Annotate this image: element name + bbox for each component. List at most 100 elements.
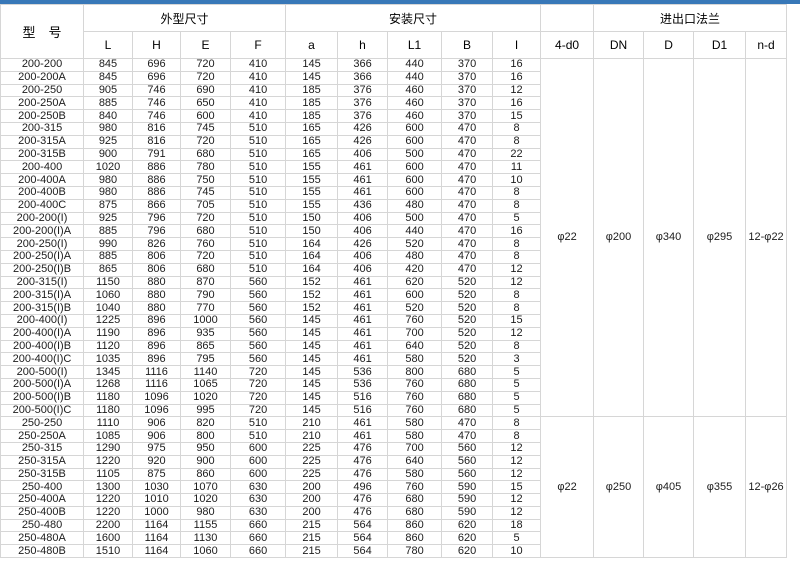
value-cell: 164 bbox=[285, 262, 339, 277]
value-cell: 780 bbox=[180, 160, 231, 175]
model-cell: 200-315(I) bbox=[0, 275, 84, 290]
value-cell: 510 bbox=[229, 185, 287, 200]
value-cell: 15 bbox=[492, 109, 542, 123]
value-cell: 920 bbox=[132, 454, 181, 469]
value-cell: 12 bbox=[492, 454, 542, 469]
value-cell: 185 bbox=[285, 109, 339, 123]
value-cell: 700 bbox=[387, 441, 443, 456]
value-cell: 460 bbox=[387, 83, 443, 98]
value-cell: 1030 bbox=[132, 480, 181, 495]
value-cell: 905 bbox=[83, 83, 133, 98]
value-cell: 1060 bbox=[83, 288, 133, 303]
value-cell: 410 bbox=[229, 58, 287, 72]
value-cell: 600 bbox=[387, 185, 443, 200]
value-cell: 12 bbox=[492, 326, 542, 341]
table-row: 200-400C 875 866 705 510 155 436 480 470 8 bbox=[0, 198, 787, 213]
model-cell: 200-400(I)A bbox=[0, 326, 84, 341]
model-cell: 200-400C bbox=[0, 198, 84, 213]
value-cell: 426 bbox=[337, 121, 389, 136]
value-cell: 1035 bbox=[83, 352, 133, 367]
value-cell: 845 bbox=[83, 70, 133, 85]
blank-group-header bbox=[540, 4, 595, 32]
model-cell: 200-315B bbox=[0, 147, 84, 162]
col-header-n-d: n-d bbox=[745, 31, 788, 59]
value-cell: 215 bbox=[285, 518, 339, 533]
value-cell: 461 bbox=[337, 416, 389, 431]
value-cell: 520 bbox=[441, 301, 494, 315]
value-cell: 426 bbox=[337, 237, 389, 251]
value-cell: 22 bbox=[492, 147, 542, 162]
flange-cell-d0: φ22 bbox=[540, 57, 595, 418]
model-cell: 250-250A bbox=[0, 429, 84, 443]
value-cell: 906 bbox=[132, 416, 181, 431]
model-cell: 200-250(I) bbox=[0, 237, 84, 251]
value-cell: 1190 bbox=[83, 326, 133, 341]
value-cell: 780 bbox=[387, 544, 443, 559]
value-cell: 8 bbox=[492, 339, 542, 354]
value-cell: 210 bbox=[285, 429, 339, 443]
model-cell: 200-200(I)A bbox=[0, 224, 84, 239]
value-cell: 500 bbox=[387, 147, 443, 162]
value-cell: 720 bbox=[229, 390, 287, 405]
value-cell: 215 bbox=[285, 544, 339, 559]
value-cell: 420 bbox=[387, 262, 443, 277]
value-cell: 200 bbox=[285, 505, 339, 520]
value-cell: 885 bbox=[83, 249, 133, 264]
value-cell: 1010 bbox=[132, 493, 181, 507]
value-cell: 1116 bbox=[132, 365, 181, 379]
value-cell: 746 bbox=[132, 96, 181, 111]
model-cell: 250-400 bbox=[0, 480, 84, 495]
value-cell: 750 bbox=[180, 173, 231, 187]
value-cell: 520 bbox=[441, 352, 494, 367]
value-cell: 10 bbox=[492, 544, 542, 559]
value-cell: 520 bbox=[441, 313, 494, 328]
value-cell: 560 bbox=[229, 301, 287, 315]
value-cell: 520 bbox=[387, 237, 443, 251]
value-cell: 680 bbox=[441, 365, 494, 379]
value-cell: 816 bbox=[132, 134, 181, 149]
value-cell: 720 bbox=[180, 249, 231, 264]
value-cell: 746 bbox=[132, 109, 181, 123]
col-header-4-d0: 4-d0 bbox=[540, 31, 595, 59]
table-body: 200-200 845 696 720 410 145 366 440 370 16 φ22 φ200… bbox=[0, 57, 788, 559]
value-cell: 580 bbox=[387, 467, 443, 482]
value-cell: 650 bbox=[180, 96, 231, 111]
value-cell: 461 bbox=[337, 301, 389, 315]
value-cell: 800 bbox=[387, 365, 443, 379]
value-cell: 152 bbox=[285, 288, 339, 303]
value-cell: 155 bbox=[285, 173, 339, 187]
value-cell: 8 bbox=[492, 121, 542, 136]
value-cell: 366 bbox=[337, 58, 389, 72]
value-cell: 564 bbox=[337, 518, 389, 533]
value-cell: 1070 bbox=[180, 480, 231, 495]
value-cell: 840 bbox=[83, 109, 133, 123]
value-cell: 376 bbox=[337, 83, 389, 98]
value-cell: 796 bbox=[132, 211, 181, 226]
value-cell: 8 bbox=[492, 429, 542, 443]
value-cell: 580 bbox=[387, 429, 443, 443]
value-cell: 680 bbox=[441, 403, 494, 418]
value-cell: 560 bbox=[229, 275, 287, 290]
value-cell: 10 bbox=[492, 173, 542, 187]
value-cell: 885 bbox=[83, 96, 133, 111]
model-cell: 200-400B bbox=[0, 185, 84, 200]
col-header-h: h bbox=[337, 31, 389, 59]
flange-cell-d0: φ22 bbox=[540, 416, 595, 559]
value-cell: 590 bbox=[441, 480, 494, 495]
value-cell: 5 bbox=[492, 211, 542, 226]
table-row: 200-400(I)A 1190 896 935 560 145 461 700 520 12 bbox=[0, 326, 787, 341]
table-row: 200-400 1020 886 780 510 155 461 600 470 11 bbox=[0, 160, 787, 175]
value-cell: 510 bbox=[229, 416, 287, 431]
value-cell: 460 bbox=[387, 109, 443, 123]
col-header-H: H bbox=[132, 31, 181, 59]
value-cell: 1105 bbox=[83, 467, 133, 482]
value-cell: 370 bbox=[441, 70, 494, 85]
table-row: 200-400(I) 1225 896 1000 560 145 461 760 520 15 bbox=[0, 313, 787, 328]
value-cell: 1060 bbox=[180, 544, 231, 559]
model-cell: 250-480B bbox=[0, 544, 84, 559]
value-cell: 152 bbox=[285, 275, 339, 290]
value-cell: 1510 bbox=[83, 544, 133, 559]
value-cell: 510 bbox=[229, 198, 287, 213]
table-row: 200-500(I)B 1180 1096 1020 720 145 516 760 680 5 bbox=[0, 390, 787, 405]
value-cell: 875 bbox=[83, 198, 133, 213]
